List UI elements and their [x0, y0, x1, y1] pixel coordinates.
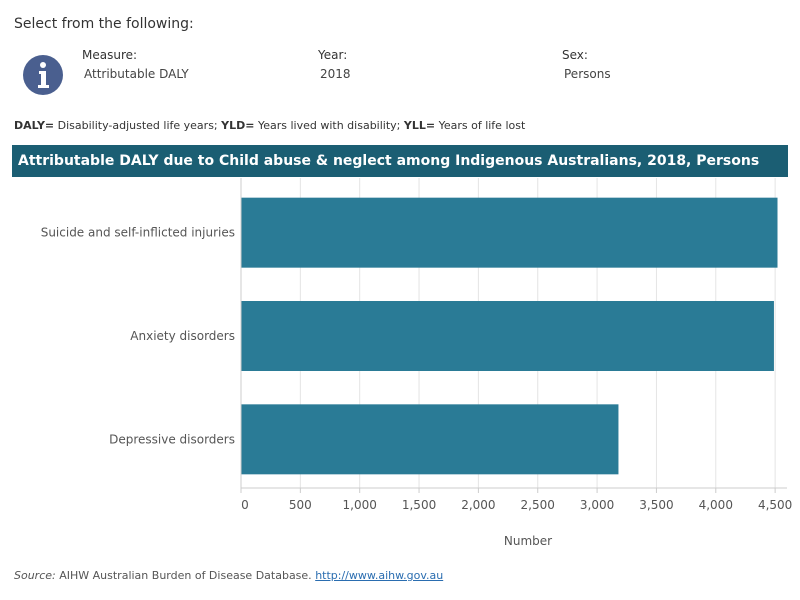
bar-chart: Suicide and self-inflicted injuries Anxie…	[41, 178, 792, 548]
yll-key: YLL=	[403, 119, 436, 132]
tick-label: 0	[241, 498, 249, 512]
sex-value[interactable]: Persons	[564, 67, 611, 81]
tick-label: 3,500	[639, 498, 673, 512]
x-axis-title: Number	[504, 534, 552, 548]
source-note: Source: AIHW Australian Burden of Diseas…	[14, 569, 443, 582]
source-link[interactable]: http://www.aihw.gov.au	[315, 569, 444, 582]
category-label: Suicide and self-inflicted injuries	[41, 226, 235, 240]
tick-label: 2,000	[461, 498, 495, 512]
page-heading: Select from the following:	[14, 16, 194, 32]
sex-label: Sex:	[562, 48, 588, 62]
category-label: Depressive disorders	[109, 432, 235, 446]
year-filter[interactable]: Year: 2018	[318, 48, 351, 81]
bar	[241, 197, 778, 268]
measure-value[interactable]: Attributable DALY	[84, 67, 189, 81]
tick-label: 500	[289, 498, 312, 512]
tick-label: 2,500	[521, 498, 555, 512]
measure-filter[interactable]: Measure: Attributable DALY	[82, 48, 189, 81]
tick-label: 4,500	[758, 498, 792, 512]
yld-key: YLD=	[221, 119, 255, 132]
yll-text: Years of life lost	[435, 119, 526, 132]
year-value[interactable]: 2018	[320, 67, 351, 81]
bar	[241, 404, 619, 475]
year-label: Year:	[318, 48, 348, 62]
measure-label: Measure:	[82, 48, 138, 62]
tick-label: 3,000	[580, 498, 614, 512]
tick-label: 1,000	[343, 498, 377, 512]
tick-label: 1,500	[402, 498, 436, 512]
source-text: AIHW Australian Burden of Disease Databa…	[55, 569, 316, 582]
info-icon[interactable]	[22, 54, 64, 96]
yld-text: Years lived with disability;	[254, 119, 404, 132]
daly-text: Disability-adjusted life years;	[54, 119, 222, 132]
bar	[241, 301, 774, 371]
abbreviation-note: DALY= Disability-adjusted life years; YL…	[14, 119, 525, 132]
daly-key: DALY=	[14, 119, 55, 132]
chart-title: Attributable DALY due to Child abuse & n…	[12, 145, 788, 177]
tick-label: 4,000	[699, 498, 733, 512]
sex-filter[interactable]: Sex: Persons	[562, 48, 611, 81]
category-label: Anxiety disorders	[130, 329, 235, 343]
source-label: Source:	[14, 569, 56, 582]
